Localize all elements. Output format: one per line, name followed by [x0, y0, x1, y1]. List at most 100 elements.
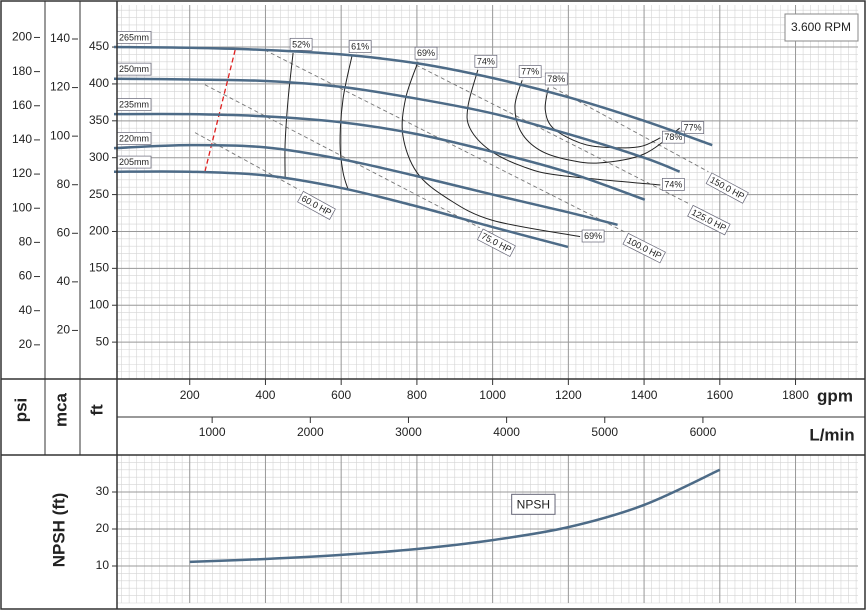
y-tick-label: 150 — [89, 261, 109, 275]
impeller-label: 205mm — [116, 155, 152, 169]
impeller-label-text: 220mm — [119, 133, 149, 143]
efficiency-label-text: 52% — [292, 39, 310, 49]
efficiency-label-text: 77% — [521, 67, 539, 77]
y-tick-label: 100 — [89, 297, 109, 311]
grid: 200 400 600 800 1000 1200 1400 1600 1800 1000 2000… — [12, 5, 858, 604]
rpm-label: 3.600 RPM — [791, 20, 851, 34]
efficiency-label-text: 61% — [351, 42, 369, 52]
x-tick-label: 200 — [180, 388, 200, 402]
y-tick-label: 300 — [89, 150, 109, 164]
y-tick-label: 450 — [89, 39, 109, 53]
power-line — [409, 61, 691, 205]
y-tick-label: 30 — [96, 484, 110, 498]
npsh-curve — [189, 468, 721, 564]
impeller-curve — [113, 143, 618, 227]
y3-tick-label: 80 — [57, 177, 71, 191]
y2-tick-label: 100 — [12, 200, 32, 214]
impeller-curve — [113, 112, 646, 201]
impeller-label: 265mm — [116, 31, 152, 44]
efficiency-label-text: 77% — [684, 123, 702, 133]
efficiency-label-text: 78% — [664, 132, 682, 142]
power-line — [264, 49, 626, 233]
y3-tick-label: 120 — [50, 80, 70, 94]
y2-tick-label: 200 — [12, 30, 32, 44]
y2-tick-label: 180 — [12, 64, 32, 78]
x-tick-label: 800 — [407, 388, 427, 402]
impeller-label: 250mm — [116, 62, 152, 76]
efficiency-label-box — [414, 46, 438, 60]
y-axis-label: ft — [87, 404, 106, 416]
x-axis-label: gpm — [817, 386, 853, 405]
y-tick-label: 10 — [96, 558, 110, 572]
efficiency-label-box — [289, 37, 313, 51]
min-flow-line — [204, 49, 236, 172]
efficiency-label-text: 74% — [477, 56, 495, 66]
y-tick-label: 250 — [89, 187, 109, 201]
impeller-label: 235mm — [116, 98, 152, 111]
efficiency-label-box — [662, 178, 685, 191]
efficiency-label-text: 69% — [584, 231, 602, 241]
npsh-label: NPSH — [511, 493, 556, 515]
power-label-box — [622, 232, 666, 264]
y2-tick-label: 40 — [19, 303, 33, 317]
y2-tick-label: 20 — [19, 337, 33, 351]
power-label-box — [705, 172, 749, 204]
x-tick-label: 1800 — [782, 388, 809, 402]
efficiency-label: 78% — [544, 72, 568, 86]
efficiency-label-text: 74% — [664, 179, 682, 189]
efficiency-label-box — [581, 229, 605, 243]
y3-tick-label: 100 — [50, 128, 70, 142]
y-tick-label: 350 — [89, 113, 109, 127]
x-tick-label: 1200 — [555, 388, 582, 402]
power-label-box — [477, 228, 516, 257]
impeller-label-text: 205mm — [119, 157, 149, 167]
efficiency-label-box — [474, 54, 498, 68]
efficiency-label: 77% — [681, 121, 705, 134]
efficiency-label: 74% — [474, 54, 498, 68]
x2-tick-label: 3000 — [395, 425, 422, 439]
x-tick-label: 1000 — [479, 388, 506, 402]
impeller-curve — [113, 170, 569, 249]
efficiency-label: 69% — [581, 229, 605, 243]
power-line — [194, 132, 301, 191]
y2-tick-label: 160 — [12, 98, 32, 112]
power-label-box — [687, 204, 731, 236]
y-tick-label: 50 — [96, 334, 110, 348]
npsh-label-text: NPSH — [517, 497, 550, 511]
x2-tick-label: 1000 — [199, 425, 226, 439]
y2-tick-label: 120 — [12, 166, 32, 180]
y3-axis-label: mca — [51, 392, 70, 427]
y3-tick-label: 20 — [57, 323, 71, 337]
efficiency-label-box — [681, 121, 705, 134]
efficiency-label: 69% — [414, 46, 438, 60]
x-tick-label: 1600 — [706, 388, 733, 402]
efficiency-curve — [401, 61, 581, 238]
power-line — [204, 84, 480, 229]
efficiency-label-box — [544, 72, 568, 86]
npsh-axis-label: NPSH (ft) — [49, 493, 68, 568]
impeller-label-text: 250mm — [119, 64, 149, 74]
impeller-label-text: 265mm — [119, 32, 149, 42]
x-tick-label: 600 — [331, 388, 351, 402]
efficiency-label-text: 78% — [547, 74, 565, 84]
impeller-curve — [113, 77, 681, 173]
x2-axis-label: L/min — [809, 425, 854, 444]
npsh-label-box — [511, 493, 556, 515]
efficiency-label: 74% — [662, 178, 685, 191]
power-line — [552, 87, 709, 173]
impeller-curve — [113, 45, 713, 147]
impeller-label: 220mm — [116, 132, 152, 145]
y2-tick-label: 80 — [19, 235, 33, 249]
y3-tick-label: 140 — [50, 31, 70, 45]
power-label-box — [297, 190, 336, 220]
efficiency-label: 77% — [518, 65, 542, 78]
x-tick-label: 1400 — [631, 388, 658, 402]
y-tick-label: 20 — [96, 521, 110, 535]
efficiency-curve — [544, 87, 661, 149]
y3-tick-label: 60 — [57, 225, 71, 239]
efficiency-label: 52% — [289, 37, 313, 51]
efficiency-label-text: 69% — [417, 48, 435, 58]
